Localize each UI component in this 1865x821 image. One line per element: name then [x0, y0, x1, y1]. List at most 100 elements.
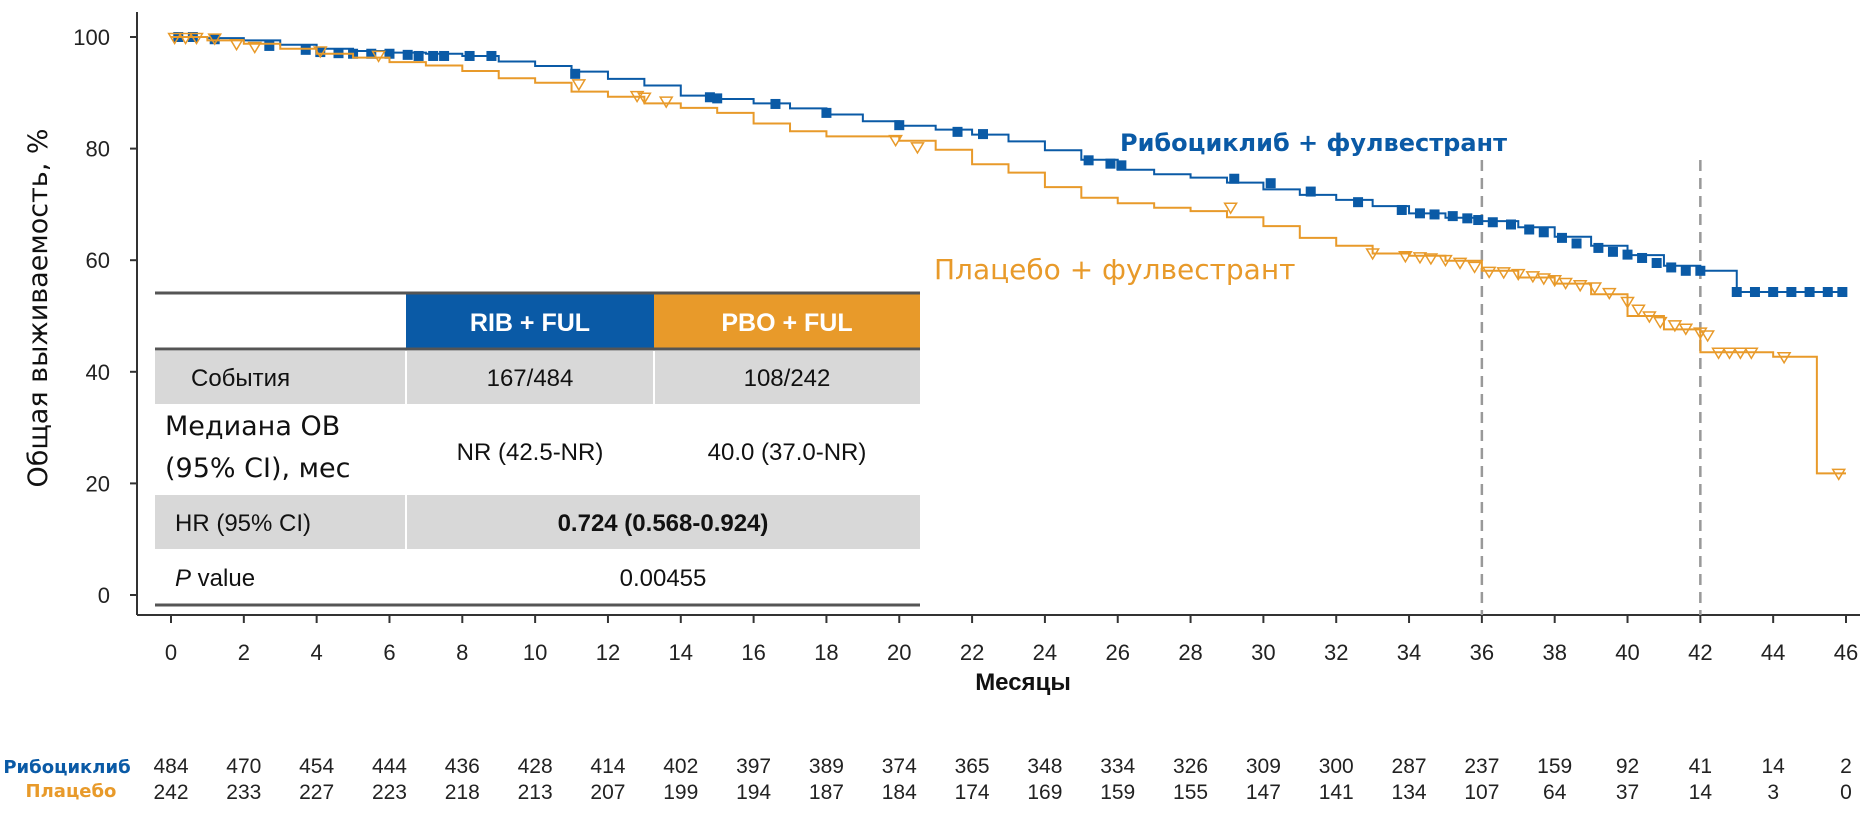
risk-label-rib: Рибоциклиб: [3, 757, 130, 778]
censor-mark-rib: [1651, 257, 1662, 268]
risk-count-rib: 365: [955, 755, 990, 778]
x-tick-label: 0: [165, 640, 177, 665]
censor-mark-pbo: [1744, 347, 1759, 360]
censor-mark-pbo: [1467, 261, 1482, 274]
censor-mark-pbo: [167, 32, 182, 46]
censor-mark-rib: [428, 50, 439, 61]
censor-mark-rib: [300, 44, 311, 55]
risk-count-pbo: 64: [1543, 781, 1567, 804]
series-label-pbo: Плацебо + фулвестрант: [934, 253, 1295, 286]
x-tick-label: 40: [1615, 640, 1639, 665]
censor-mark-rib: [712, 93, 723, 104]
table-p-label-rest: value: [191, 565, 255, 592]
risk-count-pbo: 213: [518, 781, 553, 804]
risk-count-rib: 414: [590, 755, 625, 778]
censor-mark-pbo: [1652, 316, 1668, 330]
risk-count-pbo: 107: [1464, 781, 1499, 804]
censor-mark-rib: [1229, 173, 1240, 184]
censor-mark-pbo: [247, 41, 263, 54]
risk-count-rib: 389: [809, 755, 844, 778]
risk-count-pbo: 0: [1840, 781, 1852, 804]
y-tick-label: 40: [86, 360, 110, 385]
risk-count-rib: 326: [1173, 755, 1208, 778]
x-tick-label: 32: [1324, 640, 1348, 665]
risk-count-rib: 397: [736, 755, 771, 778]
risk-count-rib: 470: [226, 755, 261, 778]
censor-mark-rib: [1731, 287, 1742, 298]
risk-count-rib: 300: [1319, 755, 1354, 778]
risk-count-pbo: 147: [1246, 781, 1281, 804]
table-header-rib: RIB + FUL: [470, 309, 590, 337]
table-events-rib: 167/484: [487, 365, 574, 392]
risk-count-pbo: 187: [809, 781, 844, 804]
risk-count-rib: 334: [1100, 755, 1135, 778]
table-events-label: События: [191, 365, 290, 392]
censor-mark-pbo: [1452, 257, 1468, 270]
risk-count-pbo: 155: [1173, 781, 1208, 804]
censor-mark-pbo: [1700, 330, 1715, 343]
censor-mark-rib: [570, 68, 581, 79]
censor-mark-pbo: [1722, 347, 1737, 360]
censor-mark-pbo: [888, 134, 903, 148]
risk-row-rib: 484 470 454 444 436 428 414 402 397 389 374 365 348 3…: [153, 755, 1851, 778]
censor-mark-rib: [1637, 252, 1648, 263]
censor-mark-pbo: [658, 96, 674, 109]
censor-mark-pbo: [1601, 287, 1617, 301]
risk-count-pbo: 141: [1319, 781, 1354, 804]
censor-mark-pbo: [1620, 296, 1635, 309]
x-tick-label: 26: [1105, 640, 1129, 665]
censor-mark-pbo: [1481, 266, 1497, 279]
censor-mark-pbo: [207, 33, 223, 46]
x-tick-label: 28: [1178, 640, 1202, 665]
y-axis-label: Общая выживаемость, %: [23, 128, 54, 487]
x-tick-label: 20: [887, 640, 911, 665]
censor-mark-pbo: [1642, 311, 1657, 324]
risk-count-rib: 92: [1616, 755, 1639, 778]
risk-count-pbo: 199: [663, 781, 698, 804]
table-p-value: 0.00455: [620, 565, 707, 592]
risk-count-rib: 2: [1840, 755, 1852, 778]
risk-count-pbo: 207: [590, 781, 625, 804]
risk-count-pbo: 174: [955, 781, 990, 804]
risk-count-rib: 374: [882, 755, 917, 778]
censor-mark-rib: [1524, 224, 1535, 235]
table-hr-label: HR (95% CI): [175, 510, 311, 537]
risk-count-pbo: 242: [153, 781, 188, 804]
table-median-rib: NR (42.5-NR): [457, 439, 604, 466]
censor-mark-rib: [1462, 213, 1473, 224]
risk-count-rib: 428: [518, 755, 553, 778]
risk-count-pbo: 169: [1027, 781, 1062, 804]
censor-mark-pbo: [1667, 320, 1683, 333]
censor-mark-rib: [1768, 287, 1779, 298]
risk-count-rib: 159: [1537, 755, 1572, 778]
x-tick-label: 42: [1688, 640, 1712, 665]
censor-mark-pbo: [1587, 282, 1603, 295]
censor-mark-rib: [1429, 209, 1440, 220]
censor-mark-rib: [402, 49, 413, 60]
risk-count-pbo: 194: [736, 781, 771, 804]
y-tick-label: 20: [86, 471, 110, 496]
y-tick-label: 100: [73, 25, 110, 50]
censor-mark-pbo: [1572, 280, 1588, 293]
censor-mark-pbo: [1438, 254, 1453, 268]
censor-mark-rib: [1666, 262, 1677, 273]
x-tick-label: 22: [960, 640, 984, 665]
risk-count-rib: 41: [1689, 755, 1712, 778]
censor-mark-rib: [1804, 287, 1815, 298]
censor-mark-rib: [264, 40, 275, 51]
censor-mark-pbo: [1510, 268, 1526, 282]
censor-mark-pbo: [1365, 248, 1380, 261]
censor-mark-rib: [464, 50, 475, 61]
censor-mark-rib: [894, 120, 905, 131]
censor-mark-pbo: [1558, 277, 1573, 290]
censor-mark-rib: [315, 47, 326, 58]
table-row-hr-bg: [155, 495, 920, 549]
summary-table: RIB + FUL PBO + FUL События 167/484 108/…: [155, 291, 920, 607]
censor-mark-rib: [439, 50, 450, 61]
censor-mark-rib: [1571, 238, 1582, 249]
risk-count-pbo: 184: [882, 781, 917, 804]
censor-mark-rib: [1506, 219, 1516, 230]
censor-mark-pbo: [178, 32, 193, 46]
risk-count-rib: 309: [1246, 755, 1281, 778]
censor-mark-pbo: [637, 92, 652, 105]
